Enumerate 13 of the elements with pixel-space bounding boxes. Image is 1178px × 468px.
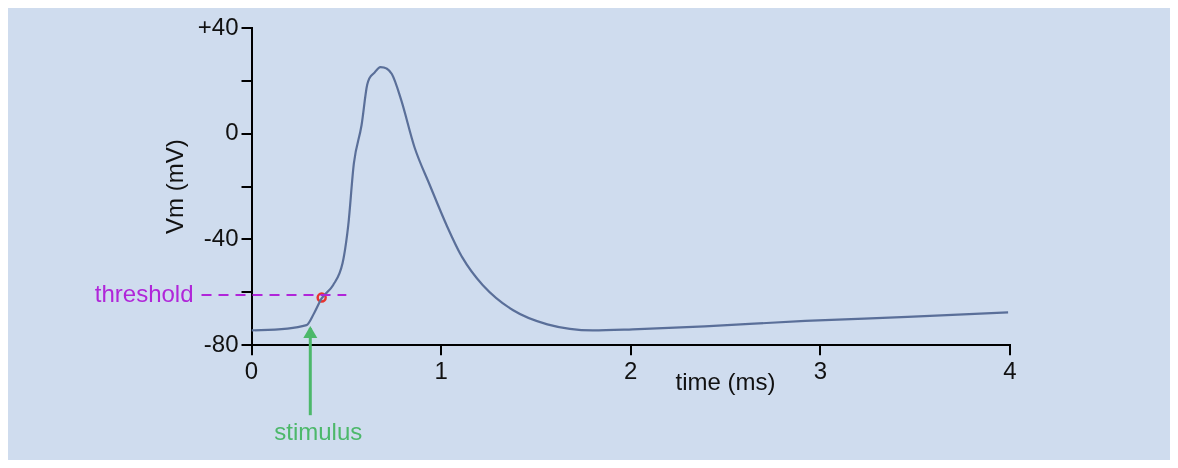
y-tick-label: +40 <box>197 12 239 40</box>
ref-line-label: threshold <box>94 279 194 307</box>
annotation: stimulus <box>274 417 363 445</box>
x-tick-label: 1 <box>434 357 448 385</box>
x-tick-label: 3 <box>813 357 828 385</box>
y-tick-label: -40 <box>203 224 239 252</box>
x-axis-title: time (ms) <box>675 367 776 395</box>
x-tick-label: 4 <box>1003 357 1017 385</box>
y-tick-label: 0 <box>225 118 239 146</box>
y-tick-label: -80 <box>203 329 239 357</box>
x-tick-label: 2 <box>624 357 638 385</box>
y-axis-title: Vm (mV) <box>161 139 189 234</box>
x-tick-label: 0 <box>244 357 259 385</box>
